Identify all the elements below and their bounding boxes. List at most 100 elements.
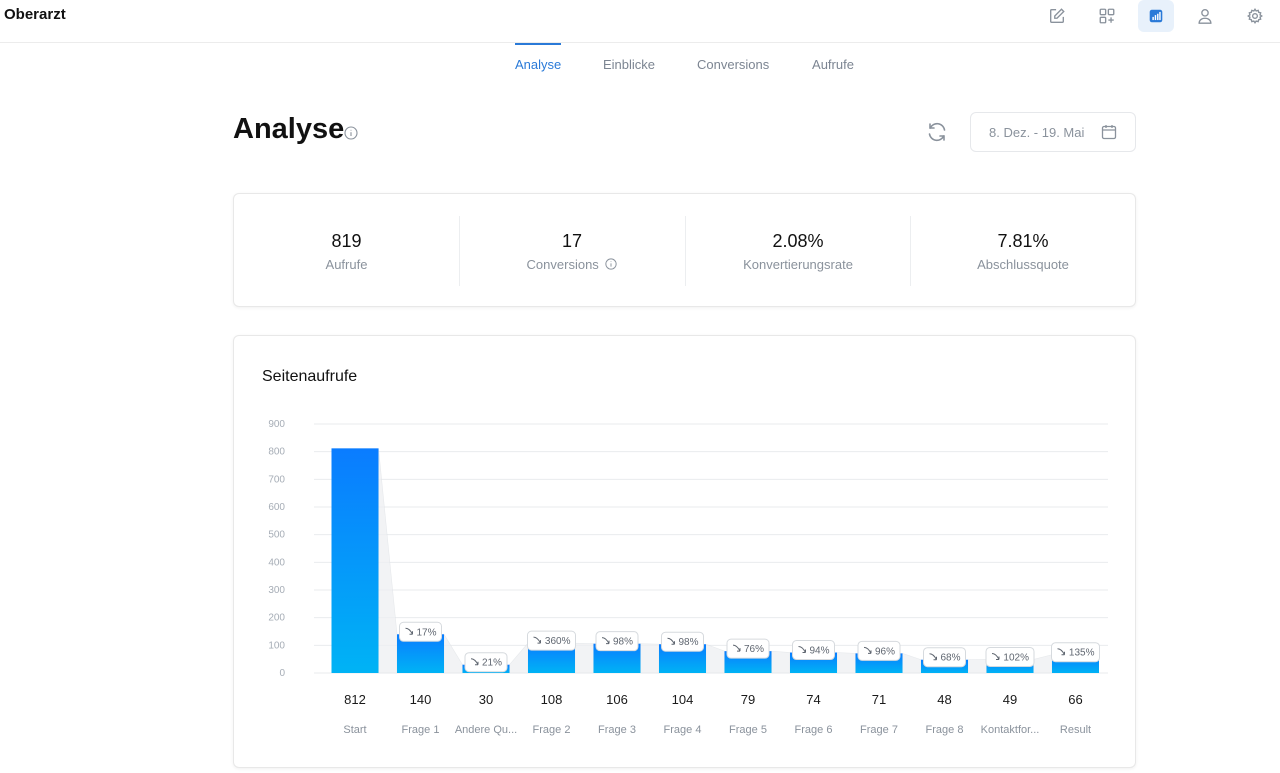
rate-label: 96% [875, 646, 895, 657]
rate-badge [857, 640, 901, 661]
rate-label: 17% [416, 627, 436, 638]
value-label: 48 [937, 692, 951, 707]
category-label: Frage 7 [860, 724, 898, 736]
y-tick-label: 600 [268, 502, 285, 513]
value-label: 108 [541, 692, 563, 707]
y-tick-label: 300 [268, 585, 285, 596]
tab-analyse[interactable]: Analyse [515, 43, 561, 75]
stat-abschlussquote: 7.81% Abschlussquote [910, 216, 1135, 286]
add-block-button[interactable] [1089, 0, 1125, 32]
category-label: Frage 3 [598, 724, 636, 736]
add-block-icon [1099, 8, 1115, 24]
category-label: Frage 2 [533, 724, 571, 736]
rate-badge [792, 640, 835, 661]
rate-label: 94% [809, 646, 829, 657]
trend-down-icon [732, 644, 741, 652]
category-label: Frage 4 [664, 724, 702, 736]
stats-card: 819 Aufrufe 17 Conversions 2.08% Konvert… [233, 193, 1136, 307]
date-range-label: 8. Dez. - 19. Mai [989, 125, 1085, 140]
funnel-connector [705, 643, 725, 674]
funnel-connector [1033, 654, 1053, 674]
trend-down-icon [863, 646, 872, 654]
edit-button[interactable] [1039, 0, 1075, 32]
chart-title: Seitenaufrufe [262, 368, 358, 385]
page-views-chart: 0 100 200 300 400 500 600 700 800 900 17% 21% 360% 98… [268, 419, 1108, 736]
rate-label: 68% [940, 653, 960, 664]
stat-value: 17 [561, 231, 583, 251]
trend-down-icon [929, 653, 937, 661]
category-label: Result [1060, 724, 1091, 736]
value-label: 71 [872, 692, 886, 707]
value-label: 106 [606, 692, 628, 707]
trend-down-icon [470, 658, 479, 666]
stat-label: Konvertierungsrate [743, 257, 853, 272]
y-tick-label: 200 [268, 613, 285, 624]
info-icon[interactable] [605, 258, 618, 270]
rate-label: 102% [1003, 652, 1029, 663]
stat-value: 819 [331, 231, 362, 251]
trend-down-icon [667, 637, 675, 645]
stat-label: Aufrufe [325, 257, 368, 272]
value-label: 74 [806, 692, 820, 707]
category-label: Frage 6 [795, 724, 833, 736]
analytics-button[interactable] [1138, 0, 1174, 32]
stat-value: 7.81% [997, 231, 1049, 251]
value-label: 49 [1003, 692, 1017, 707]
funnel-connector [509, 642, 529, 674]
settings-icon [1247, 8, 1263, 24]
stat-konvertierungsrate: 2.08% Konvertierungsrate [685, 216, 910, 286]
page-title: Analyse [233, 113, 345, 145]
value-label: 30 [479, 692, 493, 707]
funnel-connector [771, 650, 791, 674]
rate-badge [399, 621, 442, 642]
category-label: Start [343, 724, 366, 736]
y-tick-label: 400 [268, 557, 285, 568]
settings-button[interactable] [1237, 0, 1273, 32]
analytics-icon [1149, 9, 1163, 23]
y-tick-label: 0 [279, 668, 285, 679]
trend-down-icon [533, 636, 541, 644]
trend-down-icon [991, 652, 1000, 660]
funnel-connector [574, 642, 594, 674]
rate-badge [595, 631, 639, 652]
rate-label: 76% [744, 644, 764, 655]
tab-einblicke[interactable]: Einblicke [603, 57, 656, 72]
user-icon [1198, 9, 1212, 24]
value-label: 140 [410, 692, 432, 707]
value-label: 104 [672, 692, 694, 707]
tab-conversions[interactable]: Conversions [697, 57, 770, 72]
rate-label: 98% [678, 637, 698, 648]
user-button[interactable] [1187, 0, 1223, 32]
y-tick-label: 500 [268, 530, 285, 541]
stat-label: Conversions [526, 257, 599, 272]
category-label: Andere Qu... [455, 724, 517, 736]
rate-badge [1051, 642, 1100, 663]
funnel-connector [902, 652, 922, 674]
trend-down-icon [405, 627, 413, 635]
info-icon[interactable] [344, 126, 358, 140]
value-label: 812 [344, 692, 366, 707]
rate-label: 21% [482, 658, 502, 669]
rate-label: 360% [545, 636, 571, 647]
value-label: 66 [1068, 692, 1082, 707]
rate-badge [726, 638, 770, 659]
funnel-connector [378, 448, 398, 674]
category-label: Frage 8 [926, 724, 964, 736]
y-tick-label: 800 [268, 447, 285, 458]
calendar-icon [1101, 125, 1117, 140]
refresh-icon[interactable] [925, 120, 949, 144]
y-tick-label: 900 [268, 419, 285, 430]
tab-bar: Analyse Einblicke Conversions Aufrufe [0, 43, 1280, 83]
value-label: 79 [741, 692, 755, 707]
rate-label: 98% [613, 637, 633, 648]
date-range-picker[interactable]: 8. Dez. - 19. Mai [970, 112, 1136, 152]
stat-label: Abschlussquote [977, 257, 1069, 272]
tab-aufrufe[interactable]: Aufrufe [812, 57, 854, 72]
trend-down-icon [601, 637, 610, 645]
category-label: Frage 5 [729, 724, 767, 736]
funnel-connector [640, 643, 660, 674]
rate-badge [923, 647, 966, 668]
funnel-connector [836, 652, 856, 674]
rate-badge [464, 652, 508, 673]
rate-badge [661, 631, 704, 652]
